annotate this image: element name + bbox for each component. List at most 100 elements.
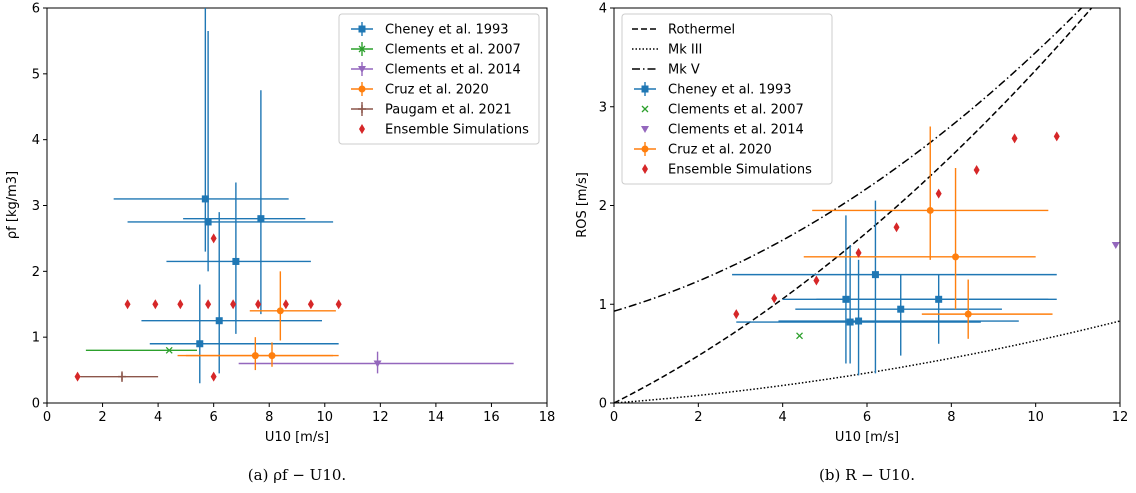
legend-marker	[358, 105, 366, 113]
data-point	[335, 299, 342, 310]
series-clements-et-al-2007	[85, 346, 197, 354]
legend-entry-rothermel: Rothermel	[632, 23, 735, 38]
legend-a: Cheney et al. 1993 Clements et al. 2007 Cl…	[338, 13, 540, 145]
legend-label: Cheney et al. 1993	[668, 83, 792, 98]
data-point	[268, 352, 276, 360]
data-point	[964, 310, 972, 318]
series-cruz-et-al-2020	[177, 271, 339, 371]
data-point	[255, 299, 262, 310]
data-point	[373, 360, 382, 368]
data-point	[952, 253, 960, 261]
series-ensemble-simulations	[74, 233, 342, 382]
x-tick-label: 12	[1112, 410, 1129, 425]
legend-entry-cheney-et-al-1993: Cheney et al. 1993	[351, 22, 509, 38]
data-point	[152, 299, 159, 310]
data-point	[855, 247, 862, 258]
x-tick-label: 12	[372, 410, 389, 425]
y-tick-label: 2	[599, 199, 607, 214]
y-tick-label: 0	[599, 397, 607, 412]
legend-label: Cruz et al. 2020	[385, 83, 489, 98]
series-cheney-et-al-1993	[732, 200, 1057, 376]
legend-label: Mk V	[668, 63, 700, 78]
y-tick-label: 6	[32, 2, 40, 17]
data-point	[1111, 242, 1120, 249]
legend-marker	[358, 25, 366, 33]
data-point	[935, 188, 942, 199]
x-tick-label: 18	[539, 410, 556, 425]
y-tick-label: 1	[32, 331, 40, 346]
data-point	[124, 299, 131, 310]
legend-entry-cheney-et-al-1993: Cheney et al. 1993	[634, 82, 792, 98]
data-point	[733, 309, 740, 320]
x-tick-label: 14	[428, 410, 445, 425]
plot-data-b	[732, 126, 1120, 376]
data-point	[204, 218, 212, 226]
legend-label: Clements et al. 2007	[385, 43, 521, 58]
legend-marker	[358, 85, 366, 93]
model-line-mk-iii	[614, 320, 1120, 403]
x-axis-label-b: U10 [m/s]	[835, 430, 899, 445]
series-clements-et-al-2007	[796, 332, 803, 340]
legend-label: Mk III	[668, 43, 702, 58]
y-tick-label: 4	[599, 2, 607, 17]
series-paugam-et-al-2021	[80, 371, 159, 382]
y-tick-label: 3	[32, 199, 40, 214]
x-tick-label: 6	[210, 410, 218, 425]
y-tick-label: 1	[599, 298, 607, 313]
legend-entry-clements-et-al-2014: Clements et al. 2014	[641, 123, 804, 138]
legend-entry-clements-et-al-2014: Clements et al. 2014	[351, 62, 521, 78]
data-point	[276, 307, 284, 315]
legend-box	[621, 13, 833, 185]
legend-label: Ensemble Simulations	[385, 123, 529, 138]
legend-entry-mk-iii: Mk III	[632, 43, 702, 58]
data-point	[926, 206, 934, 214]
legend-marker	[641, 85, 649, 93]
legend-marker	[641, 145, 649, 153]
data-point	[74, 371, 81, 382]
legend-entry-ensemble-simulations: Ensemble Simulations	[359, 123, 529, 138]
y-tick-label: 5	[32, 67, 40, 82]
y-axis-label-a: ρf [kg/m3]	[5, 171, 20, 239]
legend-label: Clements et al. 2014	[668, 123, 804, 138]
legend-marker	[641, 105, 649, 113]
data-point	[796, 332, 803, 340]
legend-marker	[358, 66, 366, 73]
legend-b: Rothermel Mk III Mk V Cheney et al. 1993 Cle…	[621, 13, 833, 185]
legend-label: Cheney et al. 1993	[385, 23, 509, 38]
data-point	[118, 372, 126, 381]
legend-entry-paugam-et-al-2021: Paugam et al. 2021	[351, 102, 512, 118]
x-axis-label-a: U10 [m/s]	[265, 430, 329, 445]
x-tick-label: 6	[863, 410, 871, 425]
x-tick-label: 8	[265, 410, 273, 425]
series-clements-et-al-2014	[238, 351, 514, 374]
series-cruz-et-al-2020	[803, 126, 1053, 339]
x-tick-label: 2	[98, 410, 106, 425]
legend-entry-cruz-et-al-2020: Cruz et al. 2020	[351, 82, 489, 98]
caption-a: (a) ρf − U10.	[248, 466, 346, 484]
y-tick-label: 0	[32, 397, 40, 412]
legend-entry-mk-v: Mk V	[632, 63, 700, 78]
legend-entry-clements-et-al-2007: Clements et al. 2007	[641, 103, 804, 118]
data-point	[871, 271, 879, 279]
x-tick-label: 10	[317, 410, 334, 425]
legend-label: Clements et al. 2014	[385, 63, 521, 78]
data-point	[307, 299, 314, 310]
data-point	[935, 295, 943, 303]
legend-label: Rothermel	[668, 23, 735, 38]
data-point	[846, 318, 854, 326]
data-point	[215, 317, 223, 325]
series-cheney-et-al-1993	[113, 8, 339, 384]
legend-box	[338, 13, 540, 145]
x-tick-label: 2	[694, 410, 702, 425]
legend-label: Paugam et al. 2021	[385, 103, 512, 118]
legend-label: Clements et al. 2007	[668, 103, 804, 118]
x-tick-label: 4	[154, 410, 162, 425]
data-point	[196, 340, 204, 348]
model-line-mk-v	[614, 8, 1083, 312]
data-point	[1011, 133, 1018, 144]
